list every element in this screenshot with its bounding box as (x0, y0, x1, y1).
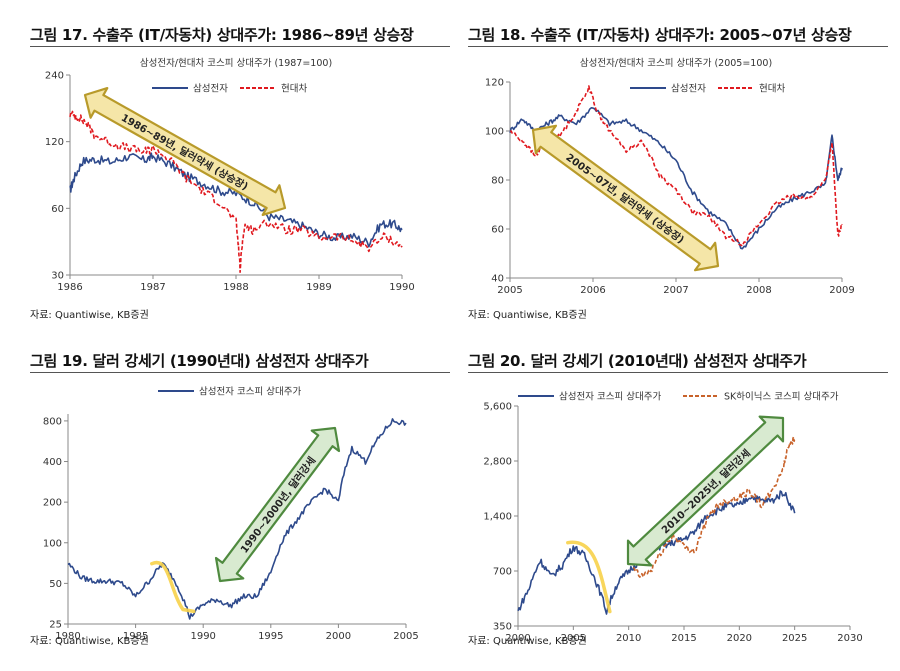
y-tick-label: 2,800 (483, 457, 512, 468)
x-tick-label: 2005 (497, 285, 522, 296)
chart-fig17: 삼성전자/현대차 코스피 상대주가 (1987=100) 30 60 120 240 19… (45, 57, 415, 293)
y-tick-label: 120 (45, 137, 64, 148)
arrow-shape (214, 426, 341, 583)
y-tick-label: 100 (43, 538, 62, 549)
legend-label: 삼성전자 (193, 84, 228, 95)
source-note: 자료: Quantiwise, KB증권 (468, 310, 587, 321)
chart-subtitle: 삼성전자/현대차 코스피 상대주가 (2005=100) (580, 57, 772, 69)
arrow-shape (626, 415, 785, 567)
x-tick-label: 2030 (837, 633, 862, 644)
chart-fig18: 삼성전자/현대차 코스피 상대주가 (2005=100) 40 60 80 100 120… (485, 57, 855, 296)
series-line-primary (69, 152, 403, 248)
x-tick-label: 1995 (258, 631, 283, 642)
title-divider (30, 46, 450, 47)
x-tick-label: 1988 (223, 282, 248, 293)
legend-label: 현대차 (281, 83, 307, 95)
x-tick-label: 2000 (505, 633, 530, 644)
annotation-arrow: 1986~89년, 달러약세 (상승장) (83, 86, 287, 217)
x-tick-label: 2006 (580, 285, 605, 296)
series-line-primary (509, 106, 843, 250)
annotation-arrow: 2010~2025년, 달러강세 (626, 415, 785, 567)
x-tick-label: 2010 (616, 633, 641, 644)
y-tick-label: 200 (43, 498, 62, 509)
chart-subtitle: 삼성전자/현대차 코스피 상대주가 (1987=100) (140, 57, 332, 69)
x-tick-label: 1987 (140, 282, 165, 293)
y-tick-label: 80 (491, 176, 504, 187)
y-tick-label: 100 (485, 127, 504, 138)
x-tick-label: 1985 (123, 631, 148, 642)
x-tick-label: 2005 (561, 633, 586, 644)
y-tick-label: 25 (49, 620, 62, 631)
x-tick-label: 2009 (829, 285, 854, 296)
figure-title: 그림 20. 달러 강세기 (2010년대) 삼성전자 상대주가 (468, 352, 807, 370)
panel-fig18: 그림 18. 수출주 (IT/자동차) 상대주가: 2005~07년 상승장 삼… (468, 24, 888, 324)
highlight-curve (566, 540, 612, 614)
annotation-label: 2005~07년, 달러약세 (상승장) (563, 151, 686, 247)
x-tick-label: 1990 (190, 631, 215, 642)
arrow-shape (531, 124, 720, 272)
x-tick-label: 2008 (746, 285, 771, 296)
y-tick-label: 60 (51, 204, 64, 215)
y-tick-label: 1,400 (483, 512, 512, 523)
y-tick-label: 800 (43, 416, 62, 427)
arrow-shape (83, 86, 287, 217)
series-line-secondary (69, 110, 403, 273)
legend-label: 삼성전자 코스피 상대주가 (559, 392, 661, 403)
legend-label: 삼성전자 코스피 상대주가 (199, 387, 301, 398)
y-tick-label: 5,600 (483, 402, 512, 413)
y-tick-label: 40 (491, 274, 504, 285)
panel-fig20: 그림 20. 달러 강세기 (2010년대) 삼성전자 상대주가 350 700 1… (468, 350, 888, 660)
x-tick-label: 2000 (326, 631, 351, 642)
highlight-curve (150, 560, 196, 614)
legend-label: 삼성전자 (671, 84, 706, 95)
x-tick-label: 2025 (782, 633, 807, 644)
series-line-primary (517, 490, 796, 615)
y-tick-label: 60 (491, 225, 504, 236)
legend-label: SK하이닉스 코스피 상대주가 (724, 391, 839, 403)
x-tick-label: 1980 (55, 631, 80, 642)
x-tick-label: 2005 (393, 631, 418, 642)
y-tick-label: 240 (45, 71, 64, 82)
x-tick-label: 1989 (306, 282, 331, 293)
x-tick-label: 2015 (671, 633, 696, 644)
title-divider (30, 372, 450, 373)
series-line-primary (67, 418, 407, 620)
x-tick-label: 2020 (727, 633, 752, 644)
y-tick-label: 30 (51, 271, 64, 282)
y-tick-label: 120 (485, 78, 504, 89)
source-note: 자료: Quantiwise, KB증권 (30, 636, 149, 647)
y-tick-label: 400 (43, 457, 62, 468)
y-tick-label: 350 (493, 622, 512, 633)
y-tick-label: 700 (493, 567, 512, 578)
y-tick-label: 50 (49, 579, 62, 590)
x-tick-label: 2007 (663, 285, 688, 296)
annotation-arrow: 1990~2000년, 달러강세 (214, 426, 341, 583)
figure-title: 그림 19. 달러 강세기 (1990년대) 삼성전자 상대주가 (30, 352, 369, 370)
panel-fig17: 그림 17. 수출주 (IT/자동차) 상대주가: 1986~89년 상승장 삼… (30, 24, 450, 324)
chart-fig19: 25 50 100 200 400 800 1980 1985 1990 1995 2000 2005… (43, 387, 419, 643)
x-tick-label: 1990 (389, 282, 414, 293)
figure-title: 그림 18. 수출주 (IT/자동차) 상대주가: 2005~07년 상승장 (468, 26, 852, 44)
source-note: 자료: Quantiwise, KB증권 (30, 310, 149, 321)
series-line-secondary (627, 436, 796, 578)
series-line-secondary (509, 85, 843, 247)
figure-title: 그림 17. 수출주 (IT/자동차) 상대주가: 1986~89년 상승장 (30, 26, 414, 44)
title-divider (468, 46, 888, 47)
source-note: 자료: Quantiwise, KB증권 (468, 636, 587, 647)
chart-fig20: 350 700 1,400 2,800 5,600 2000 2005 2010 2015 202… (483, 391, 862, 645)
x-tick-label: 1986 (57, 282, 82, 293)
annotation-label: 1986~89년, 달러약세 (상승장) (119, 111, 250, 193)
legend-label: 현대차 (759, 83, 785, 95)
title-divider (468, 372, 888, 373)
panel-fig19: 그림 19. 달러 강세기 (1990년대) 삼성전자 상대주가 25 50 100… (30, 350, 450, 660)
